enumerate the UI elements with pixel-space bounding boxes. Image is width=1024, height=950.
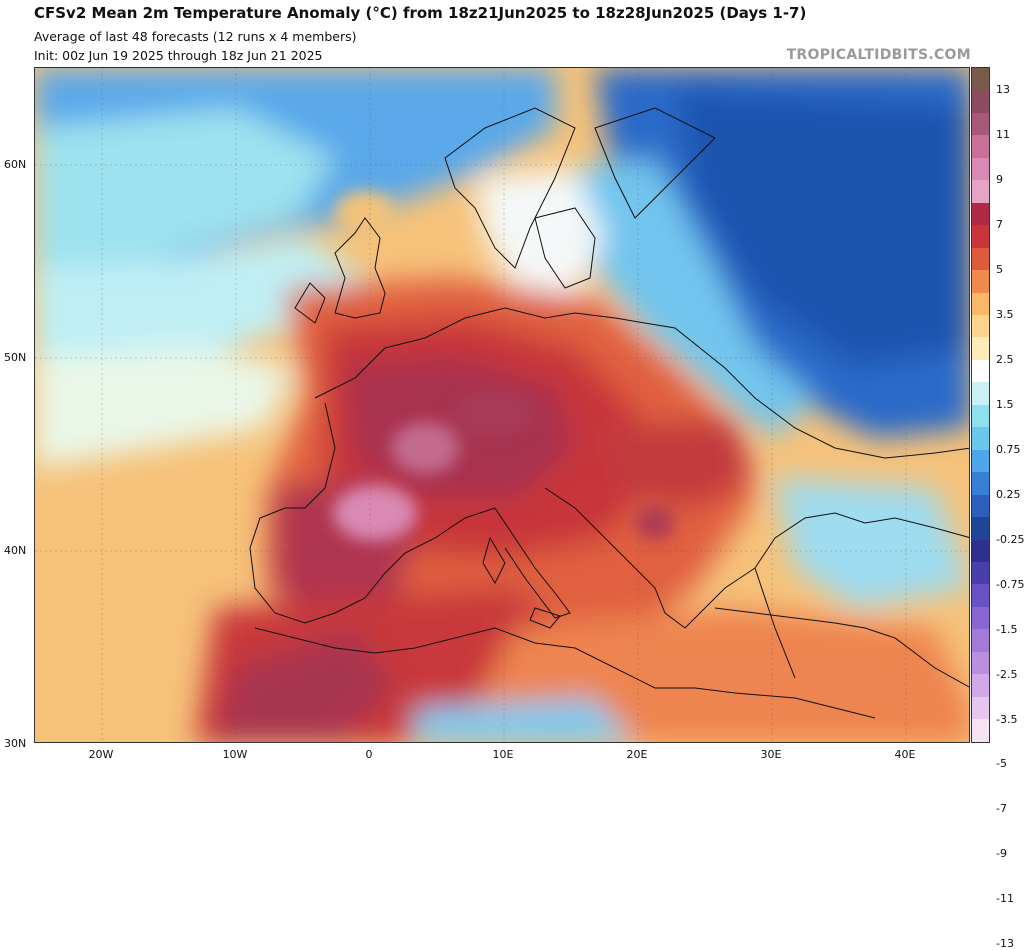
colorbar-tick-label: 13	[996, 83, 1010, 97]
colorbar-segment	[972, 719, 989, 742]
lon-label-10e: 10E	[492, 748, 514, 761]
colorbar-segment	[972, 112, 989, 136]
lat-label-40n: 40N	[4, 544, 27, 557]
lat-label-60n: 60N	[4, 158, 27, 171]
colorbar-segment	[972, 292, 989, 315]
colorbar-segment	[972, 68, 989, 91]
colorbar-segment	[972, 427, 989, 450]
colorbar-tick-label: -0.75	[996, 577, 1024, 591]
anomaly-map-canvas	[35, 68, 969, 742]
colorbar-segment	[972, 561, 989, 585]
anomaly-field-hotspots	[333, 191, 675, 541]
chart-subtitle-forecast-average: Average of last 48 forecasts (12 runs x …	[34, 29, 357, 44]
lon-label-20e: 20E	[626, 748, 648, 761]
lat-label-30n: 30N	[4, 737, 27, 750]
colorbar-tick-label: 9	[996, 173, 1003, 187]
colorbar-segment	[972, 247, 989, 271]
colorbar-tick-label: -7	[996, 802, 1007, 816]
colorbar-tick-label: -5	[996, 757, 1007, 771]
colorbar-tick-label: -3.5	[996, 712, 1018, 726]
colorbar-segment	[972, 584, 989, 607]
graticule	[35, 68, 969, 742]
colorbar-segment	[972, 359, 989, 383]
colorbar-tick-label: -1.5	[996, 622, 1018, 636]
colorbar-tick-label: -2.5	[996, 667, 1018, 681]
colorbar-segment	[972, 225, 989, 248]
site-credit: TROPICALTIDBITS.COM	[786, 47, 971, 63]
colorbar-segment	[972, 404, 989, 428]
colorbar-segment	[972, 337, 989, 360]
colorbar-segment	[972, 90, 989, 113]
colorbar-segment	[972, 202, 989, 226]
colorbar-segment	[972, 606, 989, 630]
colorbar-tick-label: 0.75	[996, 442, 1021, 456]
colorbar-segment	[972, 651, 989, 675]
colorbar-segment	[972, 135, 989, 158]
colorbar-tick-label: -11	[996, 892, 1014, 906]
colorbar-segment	[972, 696, 989, 720]
colorbar-segment	[972, 314, 989, 338]
colorbar-segment	[972, 494, 989, 518]
chart-title: CFSv2 Mean 2m Temperature Anomaly (°C) f…	[34, 4, 807, 22]
colorbar-segment	[972, 270, 989, 293]
colorbar-tick-label: 7	[996, 218, 1003, 232]
lon-label-40e: 40E	[894, 748, 916, 761]
colorbar-tick-label: 1.5	[996, 398, 1014, 411]
colorbar-segment	[972, 157, 989, 181]
lon-label-10w: 10W	[222, 748, 248, 761]
lon-label-20w: 20W	[88, 748, 114, 761]
colorbar-tick-label: 3.5	[996, 308, 1014, 322]
colorbar-segment	[972, 180, 989, 203]
colorbar-segment	[972, 517, 989, 540]
anomaly-map	[34, 67, 970, 743]
coastlines	[249, 107, 969, 719]
colorbar-tick-label: 2.5	[996, 353, 1014, 367]
colorbar-segment	[972, 539, 989, 562]
colorbar-tick-label: 5	[996, 263, 1003, 277]
colorbar-segment	[972, 674, 989, 697]
chart-subtitle-init-time: Init: 00z Jun 19 2025 through 18z Jun 21…	[34, 48, 323, 63]
colorbar-tick-label: 11	[996, 128, 1010, 142]
colorbar-segment	[972, 472, 989, 495]
colorbar-segment	[972, 449, 989, 473]
colorbar-segment	[972, 629, 989, 652]
lon-label-30e: 30E	[760, 748, 782, 761]
colorbar	[971, 67, 990, 743]
colorbar-segment	[972, 382, 989, 405]
lon-label-0: 0	[365, 748, 373, 761]
colorbar-tick-label: -0.25	[996, 532, 1024, 546]
colorbar-tick-label: 0.25	[996, 487, 1021, 501]
colorbar-tick-label: -13	[996, 937, 1014, 950]
lat-label-50n: 50N	[4, 351, 27, 364]
colorbar-tick-label: -9	[996, 847, 1007, 861]
